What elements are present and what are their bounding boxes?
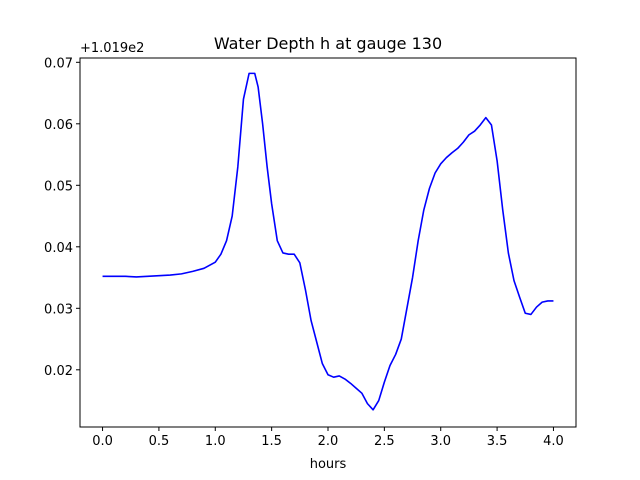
x-tick-label: 1.5 xyxy=(261,434,282,449)
y-tick-label: 0.03 xyxy=(44,302,73,317)
x-tick-label: 2.0 xyxy=(318,434,339,449)
x-tick-label: 0.0 xyxy=(92,434,113,449)
plot-frame xyxy=(79,57,577,428)
x-tick-label: 2.5 xyxy=(374,434,395,449)
axis-ticks: 0.0 0.5 1.0 1.5 2.0 2.5 3.0 3.5 4.0 0.02 0.03 0.04 0… xyxy=(44,56,564,449)
x-axis-label: hours xyxy=(310,457,347,472)
x-tick-label: 4.0 xyxy=(543,434,564,449)
y-tick-label: 0.06 xyxy=(44,118,73,133)
chart-title: Water Depth h at gauge 130 xyxy=(214,34,442,53)
y-tick-label: 0.02 xyxy=(44,364,73,379)
x-tick-label: 3.0 xyxy=(430,434,451,449)
x-tick-label: 0.5 xyxy=(149,434,170,449)
series-line-0 xyxy=(102,72,554,411)
y-tick-label: 0.04 xyxy=(44,241,73,256)
y-tick-label: 0.07 xyxy=(44,56,73,71)
x-tick-label: 3.5 xyxy=(487,434,508,449)
x-tick-label: 1.0 xyxy=(205,434,226,449)
plot-area xyxy=(102,72,554,411)
y-tick-label: 0.05 xyxy=(44,179,73,194)
y-axis-offset-label: +1.019e2 xyxy=(80,41,144,56)
